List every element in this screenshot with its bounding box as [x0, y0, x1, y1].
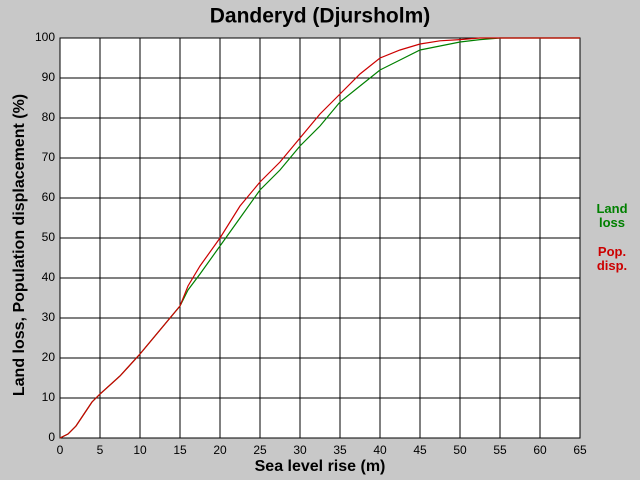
x-tick-label: 60 [533, 443, 547, 457]
chart-title: Danderyd (Djursholm) [210, 5, 431, 28]
y-tick-label: 80 [42, 110, 56, 124]
x-tick-label: 55 [493, 443, 507, 457]
y-axis-label: Land loss, Population displacement (%) [11, 94, 28, 396]
x-tick-label: 45 [413, 443, 427, 457]
x-tick-label: 35 [333, 443, 347, 457]
y-tick-label: 10 [42, 390, 56, 404]
series-line [59, 37, 580, 439]
legend-entry: Land loss [596, 201, 627, 230]
x-tick-label: 40 [373, 443, 387, 457]
legend-entry: Pop. disp. [597, 244, 627, 273]
x-tick-label: 5 [97, 443, 104, 457]
x-tick-label: 20 [213, 443, 227, 457]
x-tick-label: 30 [293, 443, 307, 457]
x-tick-label: 25 [253, 443, 267, 457]
y-tick-label: 40 [42, 270, 56, 284]
x-tick-label: 15 [173, 443, 187, 457]
x-tick-label: 10 [133, 443, 147, 457]
y-tick-label: 20 [42, 350, 56, 364]
y-tick-label: 70 [42, 150, 56, 164]
y-tick-label: 50 [42, 230, 56, 244]
y-tick-label: 60 [42, 190, 56, 204]
y-tick-label: 30 [42, 310, 56, 324]
x-tick-label: 50 [453, 443, 467, 457]
x-tick-label: 65 [573, 443, 587, 457]
y-tick-label: 100 [35, 30, 55, 44]
y-tick-label: 90 [42, 70, 56, 84]
x-axis-label: Sea level rise (m) [255, 458, 386, 475]
x-tick-label: 0 [57, 443, 64, 457]
y-tick-label: 0 [48, 430, 55, 444]
